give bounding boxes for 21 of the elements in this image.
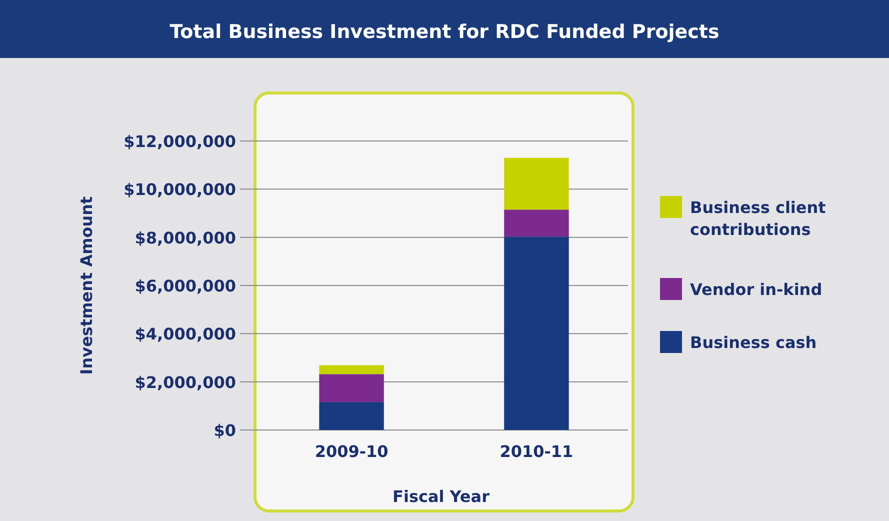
y-tick-label: $12,000,000 — [124, 132, 236, 151]
x-axis-title: Fiscal Year — [392, 487, 490, 506]
x-tick-label: 2009-10 — [314, 442, 388, 461]
legend-label: Vendor in-kind — [690, 280, 822, 299]
bar — [504, 210, 569, 237]
x-tick-label: 2010-11 — [500, 442, 574, 461]
y-tick-label: $10,000,000 — [124, 180, 236, 200]
y-tick-label: $6,000,000 — [134, 276, 236, 296]
y-tick-label: $0 — [214, 421, 236, 440]
bar — [504, 158, 569, 210]
bar — [319, 365, 384, 374]
legend-label: Business client contributions — [690, 198, 826, 239]
legend-label: Business cash — [690, 333, 817, 352]
bar — [319, 374, 384, 402]
y-tick-label: $2,000,000 — [134, 372, 236, 392]
bar — [504, 236, 569, 430]
y-tick-label: $8,000,000 — [134, 228, 236, 248]
chart-title: Total Business Investment for RDC Funded Projects — [170, 21, 720, 43]
y-axis-title: Investment Amount — [77, 196, 96, 375]
y-tick-label: $4,000,000 — [134, 324, 236, 344]
bar — [319, 402, 384, 430]
